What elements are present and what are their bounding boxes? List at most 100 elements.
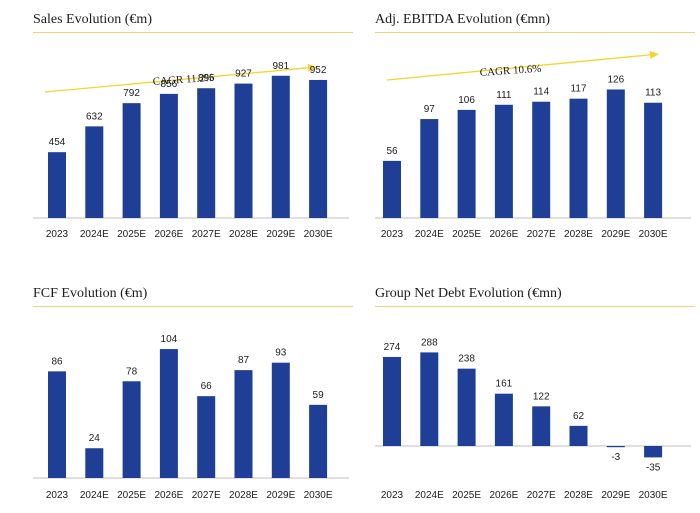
bar <box>197 396 216 478</box>
x-tick-label: 2028E <box>229 490 258 501</box>
chart-title: Sales Evolution (€m) <box>33 12 152 27</box>
bar <box>197 88 216 218</box>
bar <box>309 404 328 478</box>
bar-value-label: 86 <box>51 356 63 367</box>
bar-value-label: 59 <box>313 390 325 401</box>
x-tick-label: 2029E <box>266 229 295 240</box>
bar <box>383 160 401 218</box>
bar-value-label: 981 <box>272 61 289 72</box>
bar-value-label: 274 <box>384 342 401 353</box>
bar-value-label: 632 <box>86 111 103 122</box>
bar <box>85 126 104 218</box>
bar-value-label: 117 <box>571 84 587 95</box>
bar <box>532 101 551 218</box>
bar-value-label: 126 <box>607 74 624 85</box>
x-tick-label: 2023 <box>381 229 404 240</box>
x-tick-label: 2025E <box>452 229 481 240</box>
x-tick-label: 2030E <box>639 229 668 240</box>
cagr-arrow-head-icon <box>307 63 317 72</box>
x-tick-label: 2030E <box>304 229 333 240</box>
x-tick-label: 2029E <box>601 229 630 240</box>
x-tick-label: 2030E <box>639 490 668 501</box>
title-rule <box>375 306 695 307</box>
bar-value-label: 106 <box>458 95 475 106</box>
bar <box>532 406 551 446</box>
x-tick-label: 2029E <box>601 490 630 501</box>
x-tick-label: 2027E <box>192 229 221 240</box>
x-tick-label: 2023 <box>381 490 404 501</box>
bar-value-label: 895 <box>198 73 215 84</box>
title-rule <box>375 32 695 33</box>
x-tick-label: 2025E <box>452 490 481 501</box>
x-tick-label: 2024E <box>80 490 109 501</box>
bar-value-label: 792 <box>123 88 140 99</box>
x-tick-label: 2028E <box>564 229 593 240</box>
bar-value-label: 927 <box>235 69 252 80</box>
x-tick-label: 2027E <box>527 490 556 501</box>
bar <box>644 102 663 218</box>
ebitda-chart-panel: Adj. EBITDA Evolution (€mn) CAGR 10.6% 56… <box>375 12 695 242</box>
bar <box>644 446 663 458</box>
x-tick-label: 2026E <box>489 490 518 501</box>
bar-value-label: -35 <box>646 462 661 473</box>
bar <box>271 362 290 478</box>
bar <box>271 75 290 218</box>
bar <box>569 98 588 218</box>
bar <box>494 104 513 218</box>
cagr-arrow-head-icon <box>649 50 659 59</box>
bar <box>606 446 625 448</box>
fcf-chart-panel: FCF Evolution (€m) 86 2023 24 2024E 78 2025E 1… <box>33 286 353 506</box>
cagr-arrow-line <box>44 67 309 93</box>
bar <box>383 356 401 446</box>
x-tick-label: 2029E <box>266 490 295 501</box>
x-tick-label: 2025E <box>117 490 146 501</box>
x-tick-label: 2030E <box>304 490 333 501</box>
x-tick-label: 2026E <box>154 229 183 240</box>
bar <box>85 448 104 478</box>
bar <box>122 103 141 218</box>
cagr-label: CAGR 11.2% <box>152 72 214 88</box>
bar-value-label: 66 <box>201 381 213 392</box>
x-tick-label: 2028E <box>564 490 593 501</box>
chart-title: Adj. EBITDA Evolution (€mn) <box>375 12 550 27</box>
x-tick-label: 2023 <box>46 490 69 501</box>
cagr-arrow-line <box>386 54 651 81</box>
chart-title: Group Net Debt Evolution (€mn) <box>375 286 562 301</box>
bar-value-label: 111 <box>496 90 512 101</box>
bar <box>606 89 625 218</box>
bar-value-label: 87 <box>238 355 250 366</box>
x-tick-label: 2027E <box>527 229 556 240</box>
x-tick-label: 2026E <box>154 490 183 501</box>
x-tick-label: 2024E <box>80 229 109 240</box>
x-tick-label: 2028E <box>229 229 258 240</box>
bar-value-label: 97 <box>424 104 436 115</box>
bar <box>309 79 328 219</box>
bar-value-label: 856 <box>161 79 178 90</box>
bar-value-label: 113 <box>645 88 661 99</box>
title-rule <box>33 306 353 307</box>
bar-value-label: 288 <box>421 337 438 348</box>
bar-value-label: 62 <box>573 411 585 422</box>
bar <box>159 349 178 478</box>
bar-value-label: -3 <box>611 452 620 463</box>
net-debt-chart-panel: Group Net Debt Evolution (€mn) 274 2023 28… <box>375 286 695 506</box>
bar <box>234 83 253 219</box>
ebitda-bar-chart: CAGR 10.6% 56 2023 97 2024E 106 2025E 111 2026E 1… <box>375 50 691 240</box>
bar <box>420 119 439 218</box>
bar <box>457 109 476 218</box>
bar <box>48 371 66 478</box>
x-tick-label: 2024E <box>415 229 444 240</box>
x-tick-label: 2024E <box>415 490 444 501</box>
cagr-label: CAGR 10.6% <box>479 63 541 79</box>
bar <box>234 370 253 478</box>
bar-value-label: 161 <box>496 379 513 390</box>
sales-chart-panel: Sales Evolution (€m) CAGR 11.2% 454 2023 63… <box>33 12 353 242</box>
bar-value-label: 104 <box>161 334 178 345</box>
title-rule <box>33 32 353 33</box>
bar-value-label: 56 <box>386 146 398 157</box>
bar <box>159 93 178 218</box>
bar-value-label: 952 <box>310 65 327 76</box>
bar <box>457 368 476 446</box>
bar-value-label: 93 <box>275 348 287 359</box>
bar-value-label: 454 <box>49 137 66 148</box>
